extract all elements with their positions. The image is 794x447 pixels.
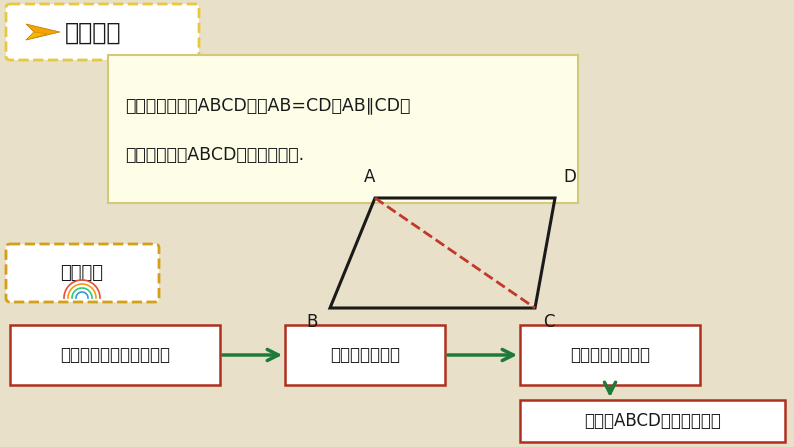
Text: D: D [563,168,576,186]
FancyBboxPatch shape [108,55,578,203]
FancyBboxPatch shape [520,325,700,385]
FancyBboxPatch shape [285,325,445,385]
Text: 如图，在四边形ABCD中，AB=CD且AB∥CD，: 如图，在四边形ABCD中，AB=CD且AB∥CD， [125,96,410,114]
Text: 新知讲解: 新知讲解 [65,21,121,45]
Text: 四边形ABCD是平行四边形: 四边形ABCD是平行四边形 [584,412,721,430]
Text: B: B [306,313,318,331]
Polygon shape [26,24,60,40]
FancyBboxPatch shape [10,325,220,385]
Text: C: C [543,313,554,331]
Text: 一组对应边相等: 一组对应边相等 [330,346,400,364]
Text: 作对角线构造全等三角形: 作对角线构造全等三角形 [60,346,170,364]
Text: 求证：四边形ABCD是平行四边形.: 求证：四边形ABCD是平行四边形. [125,146,304,164]
FancyBboxPatch shape [6,244,159,302]
FancyBboxPatch shape [520,400,785,442]
FancyBboxPatch shape [6,4,199,60]
Text: 证明思路: 证明思路 [60,264,103,282]
Polygon shape [26,32,47,40]
Text: A: A [364,168,376,186]
Text: 两组对边分别相等: 两组对边分别相等 [570,346,650,364]
